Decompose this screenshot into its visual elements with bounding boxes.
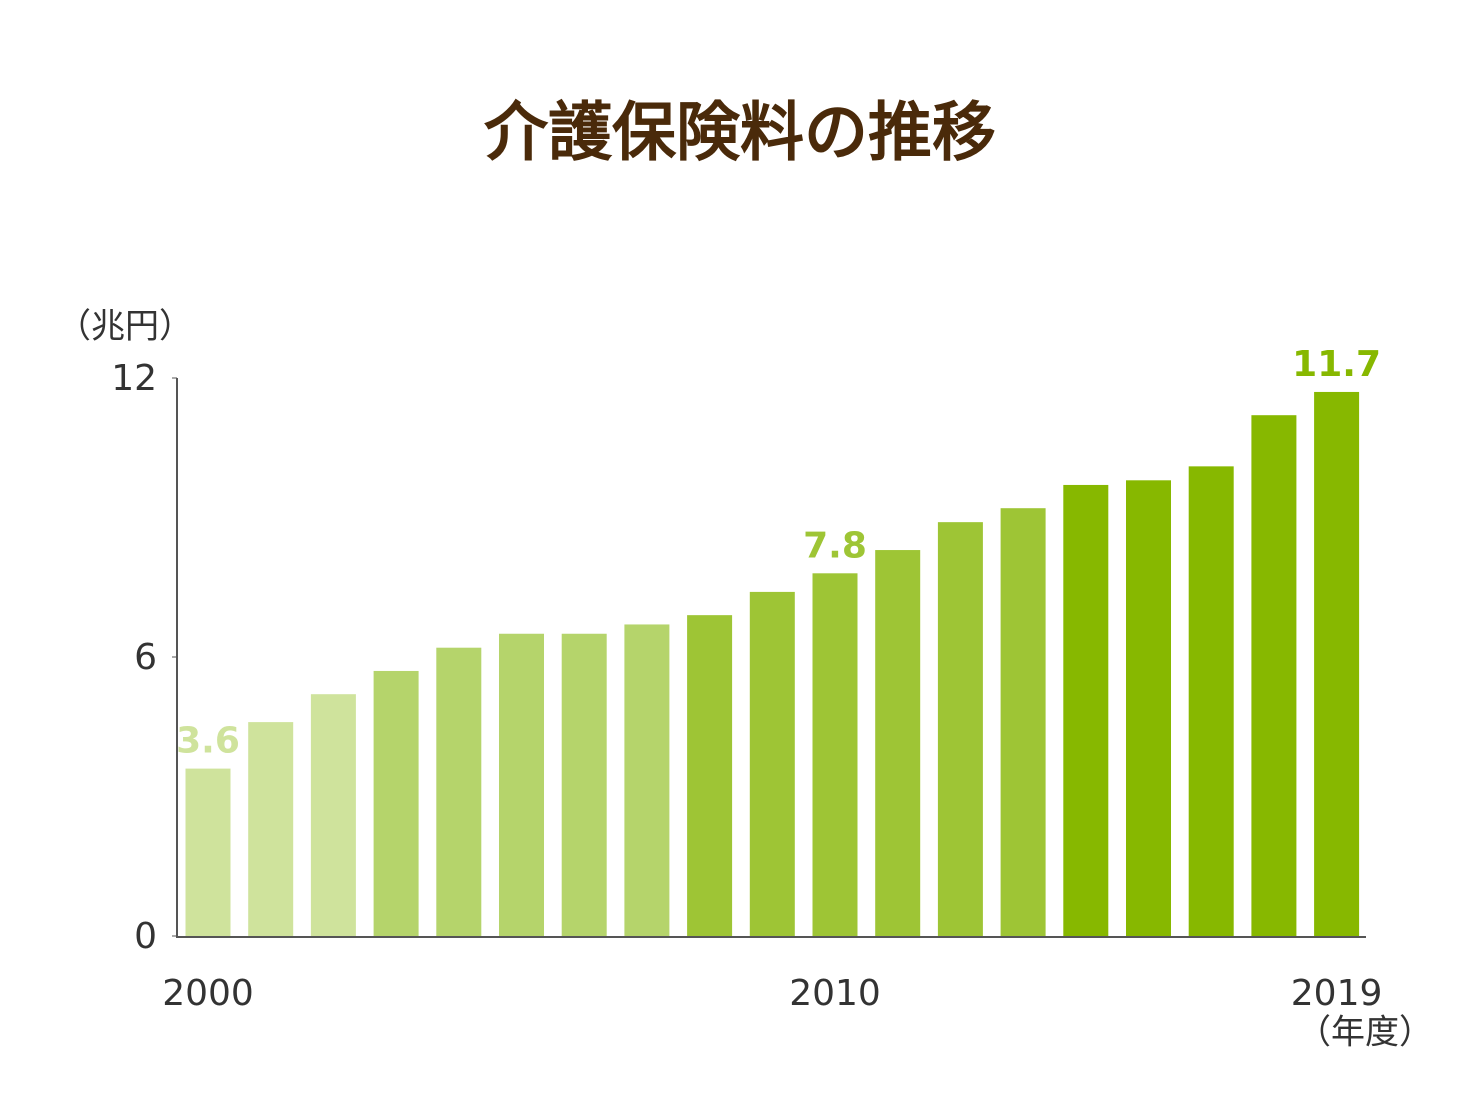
x-axis-label: （年度） [1297, 1013, 1433, 1053]
bar [499, 633, 544, 936]
value-label: 7.8 [803, 525, 867, 566]
bar [749, 591, 795, 936]
bar [373, 670, 419, 936]
y-tick-label: 12 [111, 358, 157, 399]
bar [687, 615, 733, 936]
bar [937, 522, 983, 936]
value-label: 11.7 [1292, 344, 1381, 385]
y-tick-label: 6 [134, 637, 157, 678]
bar [248, 722, 294, 936]
bar [875, 550, 921, 936]
value-label: 3.6 [176, 721, 240, 762]
x-tick-label: 2010 [789, 973, 881, 1014]
bar [1314, 391, 1360, 936]
bar [1251, 415, 1297, 936]
x-tick-label: 2000 [162, 973, 254, 1014]
y-tick-label: 0 [134, 916, 157, 957]
chart-title: 介護保険料の推移 [484, 97, 996, 171]
bar [561, 633, 607, 936]
bar [1063, 484, 1109, 936]
bar [436, 647, 482, 936]
bar [1000, 508, 1046, 936]
x-tick-label: 2019 [1291, 973, 1383, 1014]
bar [812, 573, 858, 936]
bar [624, 624, 670, 936]
bar [185, 768, 231, 936]
bar [1126, 480, 1171, 936]
y-axis-label: （兆円） [57, 307, 193, 347]
bar [1188, 466, 1234, 936]
bar [310, 694, 356, 936]
